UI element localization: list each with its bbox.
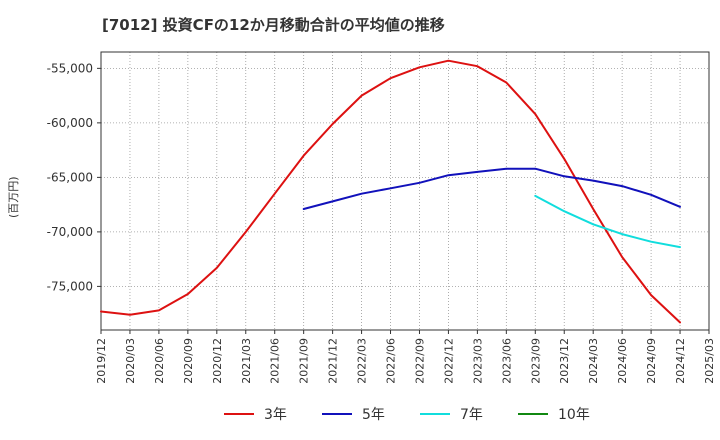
plot-area [101, 52, 709, 330]
x-tick-label: 2024/06 [616, 338, 629, 384]
x-tick-label: 2020/06 [153, 338, 166, 384]
x-tick-label: 2023/12 [558, 338, 571, 384]
chart-title: [7012] 投資CFの12か月移動合計の平均値の推移 [102, 16, 445, 34]
x-tick-label: 2021/06 [269, 338, 282, 384]
x-tick-label: 2020/12 [211, 338, 224, 384]
x-tick-label: 2023/03 [471, 338, 484, 384]
x-tick-label: 2022/03 [356, 338, 369, 384]
series-line [302, 167, 681, 210]
x-tick-label: 2022/06 [385, 338, 398, 384]
y-tick-label: -60,000 [47, 116, 93, 130]
x-tick-label: 2019/12 [95, 338, 108, 384]
x-tick-label: 2020/03 [124, 338, 137, 384]
legend-label: 10年 [558, 407, 590, 423]
legend-label: 7年 [460, 407, 483, 423]
x-tick-label: 2025/03 [703, 338, 716, 384]
series-line [534, 194, 681, 249]
legend-label: 3年 [264, 407, 287, 423]
x-tick-label: 2022/12 [442, 338, 455, 384]
x-tick-label: 2024/09 [645, 338, 658, 384]
legend-label: 5年 [362, 407, 385, 423]
x-tick-label: 2021/12 [327, 338, 340, 384]
y-tick-label: -75,000 [47, 279, 93, 293]
x-tick-label: 2024/03 [587, 338, 600, 384]
x-tick-label: 2023/09 [529, 338, 542, 384]
x-tick-label: 2024/12 [674, 338, 687, 384]
y-tick-label: -55,000 [47, 61, 93, 75]
y-tick-label: -70,000 [47, 225, 93, 239]
x-tick-label: 2023/06 [500, 338, 513, 384]
x-tick-label: 2022/09 [413, 338, 426, 384]
x-tick-label: 2020/09 [182, 338, 195, 384]
series-line [100, 59, 681, 324]
y-tick-label: -65,000 [47, 170, 93, 184]
x-tick-label: 2021/03 [240, 338, 253, 384]
x-tick-label: 2021/09 [298, 338, 311, 384]
plot-frame [100, 51, 710, 331]
